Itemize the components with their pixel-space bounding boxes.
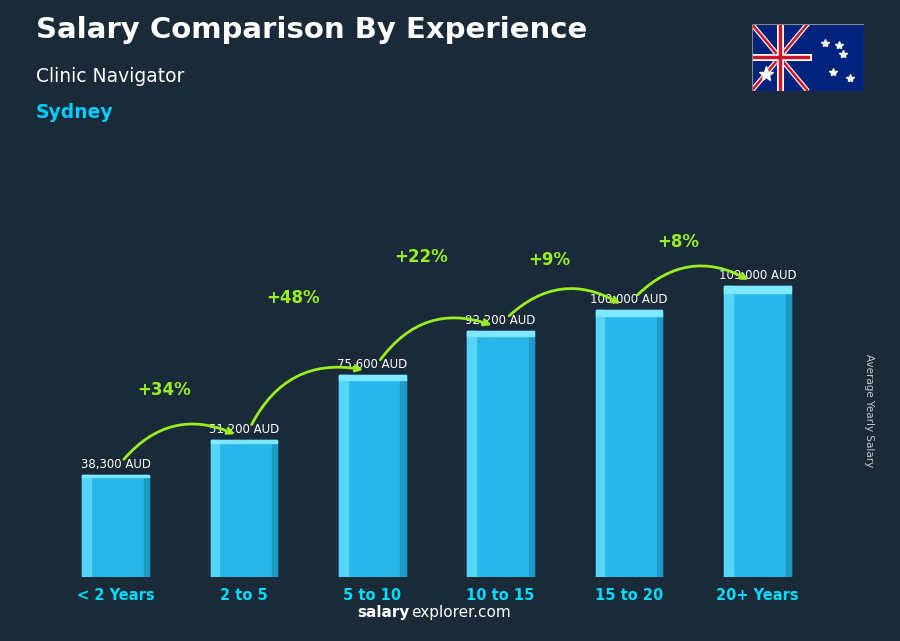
Bar — [144, 475, 149, 577]
Text: Average Yearly Salary: Average Yearly Salary — [863, 354, 874, 467]
Text: Clinic Navigator: Clinic Navigator — [36, 67, 184, 87]
Text: +48%: +48% — [266, 289, 320, 307]
Bar — [786, 287, 791, 577]
Bar — [400, 376, 406, 577]
Bar — [724, 287, 733, 577]
Bar — [467, 331, 534, 337]
Text: salary: salary — [357, 606, 410, 620]
Text: 75,600 AUD: 75,600 AUD — [338, 358, 408, 371]
Text: 51,200 AUD: 51,200 AUD — [209, 423, 279, 437]
Bar — [596, 310, 604, 577]
Bar — [596, 310, 662, 577]
Bar — [211, 440, 277, 577]
Bar — [211, 440, 277, 444]
Text: +34%: +34% — [138, 381, 192, 399]
Text: Sydney: Sydney — [36, 103, 113, 122]
Bar — [724, 287, 791, 293]
Bar — [211, 440, 220, 577]
Bar — [272, 440, 277, 577]
Bar — [339, 376, 406, 577]
Text: 109,000 AUD: 109,000 AUD — [718, 269, 796, 282]
Bar — [724, 287, 791, 577]
Bar — [339, 376, 406, 379]
Text: explorer.com: explorer.com — [411, 606, 511, 620]
Bar — [467, 331, 476, 577]
Bar — [596, 310, 662, 316]
Bar — [529, 331, 534, 577]
Text: +9%: +9% — [528, 251, 571, 269]
Bar — [82, 475, 149, 477]
Bar — [657, 310, 662, 577]
Text: +8%: +8% — [657, 233, 698, 251]
Text: +22%: +22% — [394, 248, 448, 266]
Bar — [339, 376, 347, 577]
Text: 38,300 AUD: 38,300 AUD — [81, 458, 150, 470]
Bar — [82, 475, 91, 577]
Text: Salary Comparison By Experience: Salary Comparison By Experience — [36, 16, 587, 44]
Text: 92,200 AUD: 92,200 AUD — [465, 314, 536, 327]
Bar — [467, 331, 534, 577]
Bar — [82, 475, 149, 577]
Text: 100,000 AUD: 100,000 AUD — [590, 293, 668, 306]
